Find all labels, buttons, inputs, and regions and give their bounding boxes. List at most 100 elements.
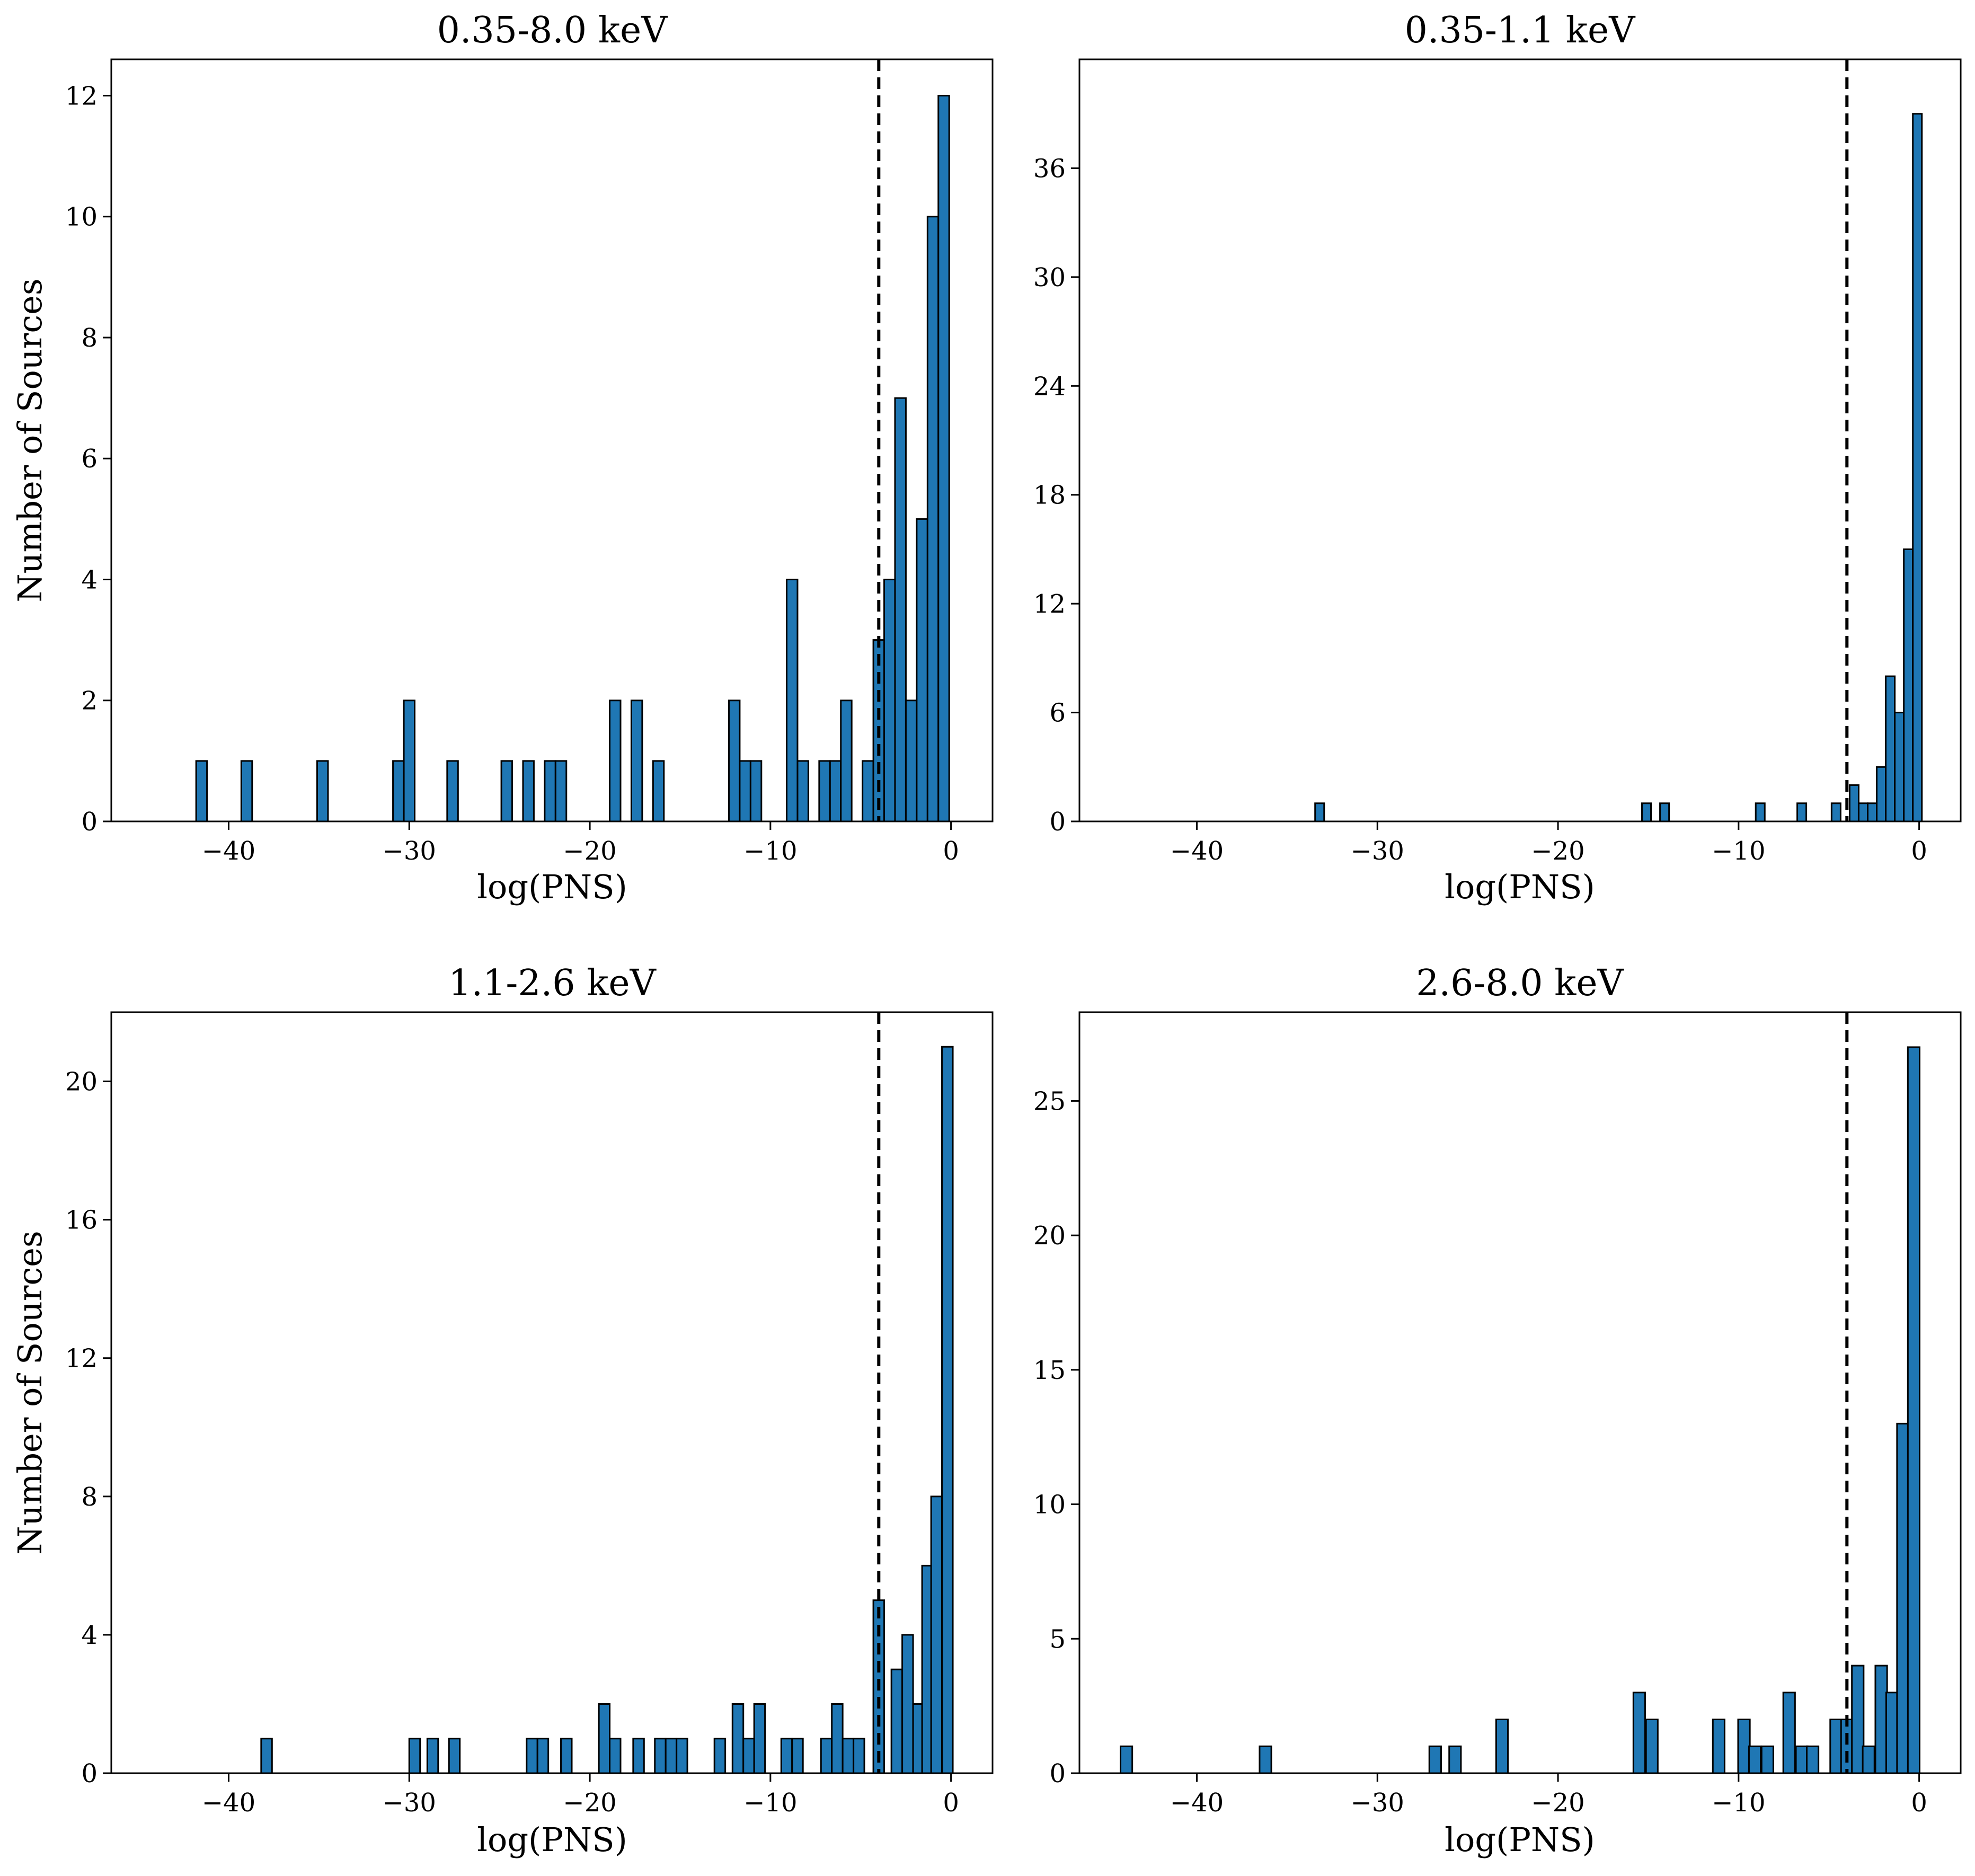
y-tick-label: 2 <box>81 686 98 716</box>
histogram-bar <box>829 760 842 822</box>
y-tick-label: 12 <box>1033 589 1066 619</box>
y-tick-label: 10 <box>1033 1490 1066 1520</box>
x-axis-label: log(PNS) <box>1445 868 1595 906</box>
histogram-bar <box>1896 1422 1910 1774</box>
histogram-bar <box>1874 1665 1888 1774</box>
y-tick-label: 8 <box>81 1482 98 1512</box>
x-tick-label: −30 <box>1351 1788 1404 1818</box>
x-tick-label: −40 <box>1170 836 1224 866</box>
x-tick-label: −30 <box>383 1788 436 1818</box>
histogram-bar <box>930 1496 943 1774</box>
histogram-bar <box>916 518 928 822</box>
histogram-bar <box>554 760 568 822</box>
panel-hard: 2.6-8.0 keV −40 −30 −20 −10 0 0 5 10 15 20 25 log… <box>1033 962 1962 1859</box>
bars-layer <box>1314 113 1923 822</box>
histogram-bar <box>426 1738 439 1774</box>
y-tick-label: 6 <box>1049 698 1066 728</box>
histogram-bar <box>749 760 763 822</box>
y-tick-label: 4 <box>81 565 98 595</box>
histogram-bar <box>1885 675 1896 822</box>
y-tick-label: 0 <box>81 807 98 837</box>
panel-title: 0.35-1.1 keV <box>1405 10 1636 51</box>
histogram-bar <box>536 1738 550 1774</box>
histogram-bar <box>676 1738 688 1774</box>
histogram-bar <box>791 1738 804 1774</box>
histogram-bar <box>796 760 809 822</box>
y-tick-label: 20 <box>1033 1221 1066 1251</box>
histogram-bar <box>544 760 556 822</box>
histogram-bar <box>937 94 950 822</box>
y-tick-label: 25 <box>1033 1086 1066 1116</box>
histogram-bar <box>901 1634 914 1774</box>
histogram-bar <box>632 1738 645 1774</box>
histogram-bar <box>1866 802 1878 822</box>
panel-title: 0.35-8.0 keV <box>437 10 669 51</box>
panel-soft: 0.35-1.1 keV −40 −30 −20 −10 0 061218243036 … <box>1033 10 1962 906</box>
histogram-bar <box>941 1046 954 1774</box>
x-tick-label: −20 <box>563 1788 616 1818</box>
y-tick-label: 12 <box>65 1344 98 1374</box>
x-tick-label: −20 <box>563 836 616 866</box>
histogram-bar <box>1314 802 1325 822</box>
histogram-bar <box>926 216 940 822</box>
y-tick-label: 36 <box>1033 154 1066 183</box>
histogram-bar <box>1848 784 1859 822</box>
histogram-bar <box>1748 1745 1762 1774</box>
histogram-bar <box>1495 1719 1509 1774</box>
y-tick-label: 20 <box>65 1067 98 1097</box>
x-tick-label: 0 <box>943 1788 959 1818</box>
x-tick-label: −40 <box>1170 1788 1224 1818</box>
histogram-bar <box>853 1738 865 1774</box>
y-ticks: 0 6 12 18 24 30 36 <box>1033 154 1079 837</box>
x-axis-label: log(PNS) <box>477 1820 627 1859</box>
histogram-bar <box>1428 1745 1442 1774</box>
histogram-bar <box>609 1738 622 1774</box>
y-tick-label: 4 <box>81 1621 98 1650</box>
histogram-bar <box>448 1738 461 1774</box>
x-tick-label: −10 <box>1712 836 1765 866</box>
histogram-bar <box>786 578 799 822</box>
y-ticks: 0 5 10 15 20 25 <box>1033 1086 1079 1789</box>
histogram-bar <box>1259 1745 1272 1774</box>
histogram-bar <box>1782 1692 1796 1774</box>
histogram-bar <box>598 1703 611 1774</box>
y-tick-label: 0 <box>81 1759 98 1789</box>
y-tick-label: 15 <box>1033 1356 1066 1385</box>
histogram-bar <box>560 1738 573 1774</box>
plot-frame <box>110 1011 994 1774</box>
histogram-bar <box>731 1703 745 1774</box>
plot-frame <box>1078 58 1962 822</box>
histogram-bar <box>1903 548 1914 822</box>
x-ticks: −40 −30 −20 −10 0 <box>202 1773 959 1818</box>
histogram-bar <box>1805 1745 1820 1774</box>
x-tick-label: −10 <box>1712 1788 1765 1818</box>
histogram-bar <box>446 760 459 822</box>
histogram-bar <box>392 760 405 822</box>
panel-broadband: 0.35-8.0 keV −40 −30 −20 −10 0 0 2 4 6 8 10 12 log… <box>11 10 994 906</box>
histogram-bar <box>1645 1719 1659 1774</box>
histogram-bar <box>1712 1719 1725 1774</box>
histogram-bar <box>1641 802 1652 822</box>
histogram-bar <box>840 700 853 822</box>
y-axis-label: Number of Sources <box>11 1231 49 1554</box>
x-tick-label: −40 <box>202 836 255 866</box>
x-tick-label: −30 <box>1351 836 1404 866</box>
histogram-bar <box>1830 802 1841 822</box>
histogram-bar <box>240 760 253 822</box>
y-tick-label: 0 <box>1049 807 1066 837</box>
histogram-bar <box>403 700 416 822</box>
histogram-bar <box>1894 712 1905 822</box>
plot-frame <box>1078 1011 1962 1774</box>
y-axis-label: Number of Sources <box>11 278 49 602</box>
panel-medium: 1.1-2.6 keV −40 −30 −20 −10 0 0 4 8 12 16 20 log(… <box>11 962 994 1859</box>
histogram-bar <box>862 760 874 822</box>
y-ticks: 0 4 8 12 16 20 <box>65 1067 111 1789</box>
histogram-bar <box>1448 1745 1462 1774</box>
histogram-bar <box>1796 802 1808 822</box>
histogram-bar <box>1755 802 1766 822</box>
x-tick-label: −20 <box>1531 1788 1584 1818</box>
x-ticks: −40 −30 −20 −10 0 <box>1170 821 1927 866</box>
histogram-bar <box>894 397 907 822</box>
histogram-bar <box>1851 1665 1865 1774</box>
